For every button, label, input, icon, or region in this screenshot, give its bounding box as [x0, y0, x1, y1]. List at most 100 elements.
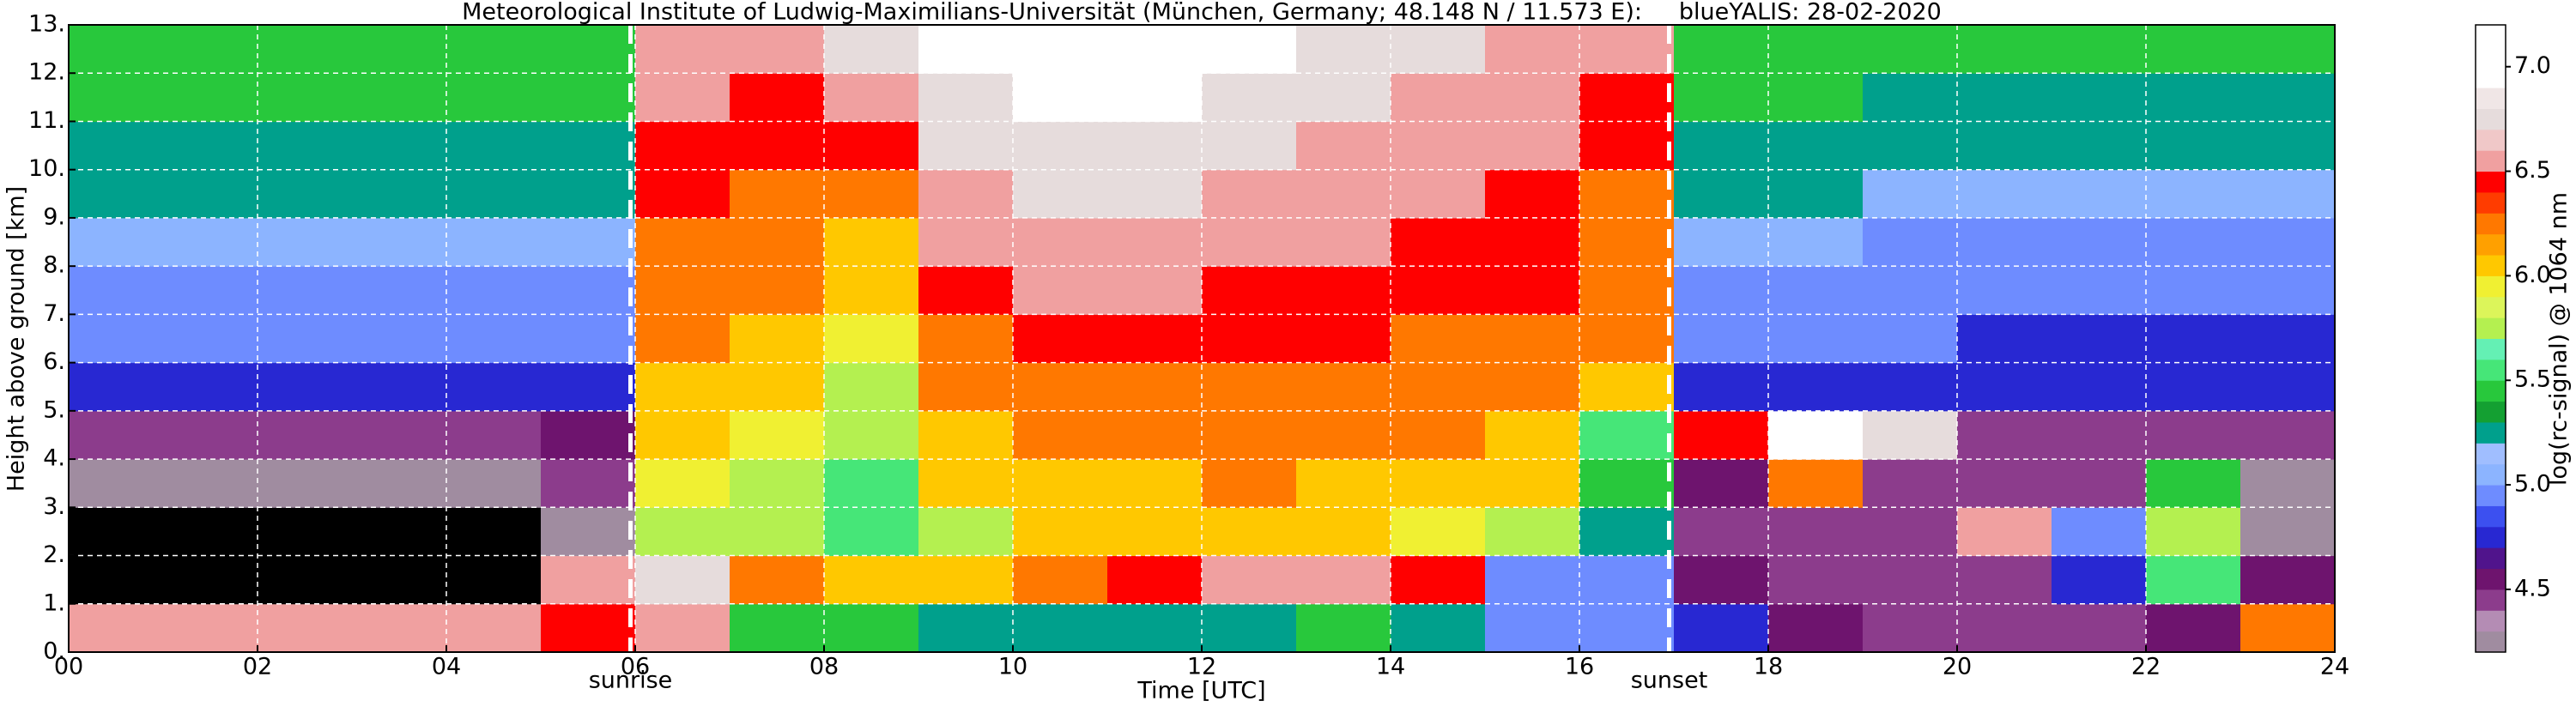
heatmap-cell	[918, 121, 1014, 171]
heatmap-cell	[2052, 603, 2147, 653]
x-tick-label: 16	[1565, 654, 1594, 680]
heatmap-cell	[1485, 507, 1580, 557]
heatmap-cell	[1957, 73, 2052, 122]
heatmap-cell	[2052, 362, 2147, 412]
heatmap-cell	[1107, 169, 1203, 219]
x-tick-label: 06	[621, 654, 650, 680]
heatmap-cell	[1768, 362, 1864, 412]
heatmap-cell	[1863, 362, 1958, 412]
heatmap-cell	[2052, 217, 2147, 267]
heatmap-cell	[541, 410, 636, 460]
heatmap-cell	[1391, 555, 1486, 605]
heatmap-cell	[1957, 217, 2052, 267]
heatmap-cell	[2146, 314, 2241, 364]
colorbar-frame	[2475, 24, 2506, 653]
heatmap-cell	[69, 121, 164, 171]
heatmap-cell	[1296, 121, 1391, 171]
heatmap-cell	[258, 410, 353, 460]
heatmap-cell	[1485, 362, 1580, 412]
y-tick-label: 5.	[43, 396, 65, 423]
heatmap-cell	[446, 362, 542, 412]
heatmap-cell	[2052, 459, 2147, 508]
colorbar-swatch	[2476, 213, 2506, 235]
heatmap-cell	[1202, 410, 1297, 460]
heatmap-cell	[163, 507, 258, 557]
heatmap-cell	[2240, 507, 2336, 557]
heatmap-cell	[69, 362, 164, 412]
heatmap-cell	[824, 73, 919, 122]
plot-frame	[68, 24, 2336, 653]
heatmap-cell	[1202, 603, 1297, 653]
heatmap-cell	[1957, 169, 2052, 219]
heatmap-cell	[2052, 266, 2147, 315]
heatmap-cell	[541, 459, 636, 508]
y-tick-label: 6.	[43, 348, 65, 375]
heatmap-cell	[2146, 362, 2241, 412]
heatmap-cell	[1863, 266, 1958, 315]
heatmap-cell	[918, 362, 1014, 412]
heatmap-cell	[1202, 266, 1297, 315]
heatmap-cell	[1957, 362, 2052, 412]
heatmap-cell	[1202, 362, 1297, 412]
heatmap-cell	[635, 459, 730, 508]
colorbar-tick-label: 7.0	[2514, 52, 2551, 79]
heatmap-cell	[163, 314, 258, 364]
heatmap-cell	[824, 507, 919, 557]
heatmap-cell	[1013, 603, 1108, 653]
colorbar-swatch	[2476, 255, 2506, 276]
heatmap-cell	[1674, 410, 1769, 460]
colorbar-swatch	[2476, 191, 2506, 214]
heatmap-cell	[1013, 266, 1108, 315]
heatmap-cell	[2240, 362, 2336, 412]
y-tick-label: 9.	[43, 203, 65, 230]
heatmap-cell	[1579, 507, 1675, 557]
heatmap-cell	[2052, 169, 2147, 219]
heatmap-cell	[258, 459, 353, 508]
heatmap-cell	[918, 266, 1014, 315]
x-tick-label: 24	[2320, 654, 2349, 680]
heatmap-cell	[1485, 217, 1580, 267]
heatmap-cell	[163, 362, 258, 412]
heatmap-cell	[1957, 25, 2052, 74]
colorbar-swatch	[2476, 443, 2506, 465]
heatmap-cell	[1202, 217, 1297, 267]
heatmap-cell	[730, 314, 825, 364]
heatmap-cell	[2052, 73, 2147, 122]
heatmap-cell	[352, 73, 447, 122]
y-tick-label: 3.	[43, 493, 65, 520]
heatmap-cell	[258, 603, 353, 653]
colorbar-tick-label: 6.0	[2514, 262, 2551, 288]
colorbar-swatch	[2476, 88, 2506, 109]
heatmap-cell	[1391, 410, 1486, 460]
heatmap-cell	[1296, 169, 1391, 219]
colorbar-swatch	[2476, 317, 2506, 339]
heatmap-cell	[1957, 314, 2052, 364]
y-axis-label: Height above ground [km]	[3, 186, 30, 492]
heatmap-cell	[918, 507, 1014, 557]
heatmap-cell	[635, 362, 730, 412]
heatmap-cell	[69, 169, 164, 219]
heatmap-cell	[1107, 25, 1203, 74]
heatmap-cell	[446, 603, 542, 653]
heatmap-cell	[1202, 314, 1297, 364]
heatmap-cell	[352, 25, 447, 74]
heatmap-cell	[2146, 410, 2241, 460]
colorbar-tick-label: 6.5	[2514, 157, 2551, 184]
heatmap-cell	[1579, 121, 1675, 171]
heatmap-cell	[1485, 73, 1580, 122]
heatmap-cell	[1485, 169, 1580, 219]
heatmap-cell	[1296, 25, 1391, 74]
heatmap-cell	[1391, 121, 1486, 171]
heatmap-cell	[1957, 459, 2052, 508]
heatmap-cell	[1957, 121, 2052, 171]
heatmap-cell	[541, 169, 636, 219]
heatmap-cell	[730, 266, 825, 315]
heatmap-cell	[352, 459, 447, 508]
heatmap-cell	[69, 555, 164, 605]
heatmap-cell	[730, 459, 825, 508]
heatmap-cell	[918, 169, 1014, 219]
heatmap-cell	[1768, 555, 1864, 605]
heatmap-cell	[1013, 25, 1108, 74]
y-tick-label: 0.	[43, 638, 65, 665]
heatmap-cell	[918, 73, 1014, 122]
